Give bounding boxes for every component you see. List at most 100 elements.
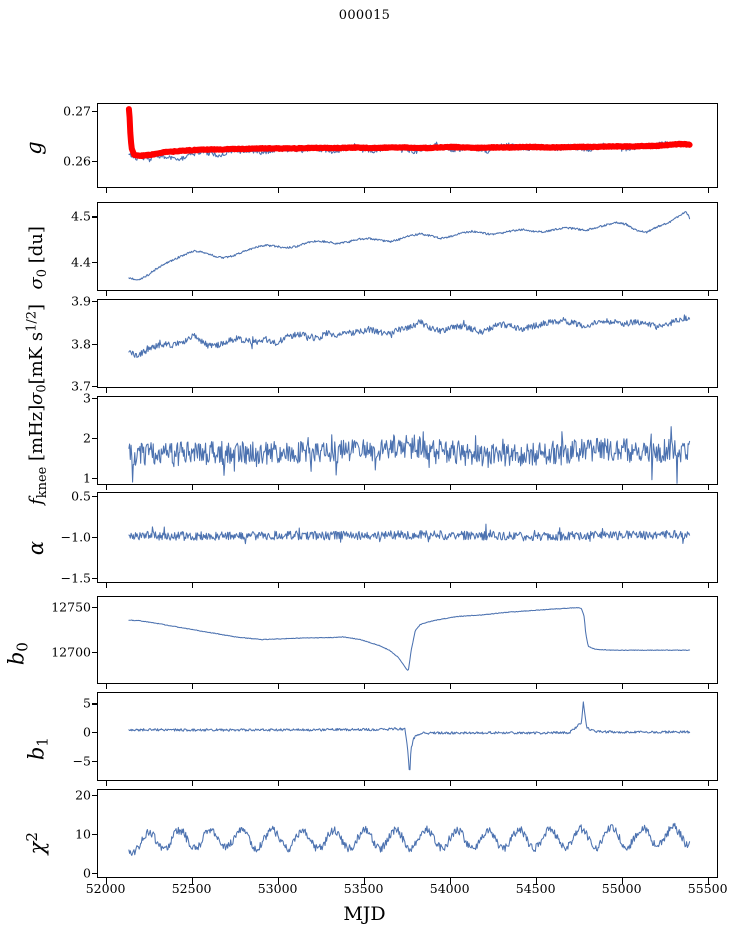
y-tick-mark [92,834,97,836]
y-tick-label: 3.7 [71,378,91,394]
x-tick-mark [105,878,107,884]
x-tick-mark [449,388,451,393]
y-tick-mark [92,343,97,345]
y-tick-label: 1 [83,470,91,486]
x-tick-mark [277,781,279,786]
x-tick-mark [621,291,623,296]
y-ticks-sigma0_mk: 3.9 3.8 3.7 [0,294,97,393]
x-tick-label: 55500 [687,881,728,896]
x-tick-mark [535,781,537,786]
x-tick-mark [191,684,193,689]
y-tick-label: 0 [83,724,91,740]
x-tick-mark [621,188,623,193]
x-tick-label: 52500 [171,881,212,896]
x-tick-mark [277,388,279,393]
plot-title: 000015 [338,8,391,23]
x-tick-mark [707,291,709,296]
panel-fknee [97,396,718,485]
panel-sigma0_mk [97,299,718,388]
x-tick-mark [449,485,451,490]
x-tick-mark [535,583,537,588]
x-tick-mark [621,684,623,689]
series-chi2 [129,823,690,855]
panel-gain [97,103,718,188]
y-tick-label: −1.5 [60,570,91,586]
x-tick-mark [449,583,451,588]
series-f_knee [129,427,690,484]
x-tick-mark [105,583,107,588]
series-sigma0 [129,212,690,280]
y-tick-label: 3.9 [71,293,91,309]
x-tick-mark [191,388,193,393]
y-tick-mark [92,437,97,439]
series-alpha [129,524,690,543]
y-tick-mark [92,760,97,762]
x-tick-mark [707,485,709,490]
y-tick-label: 20 [75,787,91,803]
x-tick-mark [707,684,709,689]
x-tick-mark [363,781,365,786]
panel-chi2 [97,789,718,878]
x-tick-mark [191,878,193,884]
y-tick-mark [92,110,97,112]
y-tick-label: 4.4 [71,254,91,270]
y-tick-mark [92,496,97,498]
x-tick-mark [191,583,193,588]
y-tick-label: 0.26 [63,153,91,168]
panel-sigma0 [97,202,718,291]
y-tick-label: −1.0 [60,529,91,545]
x-tick-mark [449,684,451,689]
y-tick-mark [92,873,97,875]
y-ticks-sigma0: 4.5 4.4 [0,202,97,291]
x-tick-mark [363,485,365,490]
x-tick-mark [535,388,537,393]
y-tick-label: −5 [72,753,91,769]
x-tick-mark [277,583,279,588]
x-tick-mark [105,291,107,296]
panel-b1 [97,692,718,781]
y-tick-label: 4.5 [71,208,91,224]
y-ticks-fknee: 3 2 1 [0,390,97,486]
x-tick-mark [277,684,279,689]
x-tick-mark [621,878,623,884]
x-tick-mark [621,583,623,588]
series-b1 [129,702,690,770]
y-tick-label: 12700 [51,644,91,660]
x-tick-mark [707,388,709,393]
y-tick-label: 5 [83,695,91,711]
y-tick-mark [92,397,97,400]
x-tick-mark [535,485,537,490]
x-tick-label: 54500 [515,881,556,896]
series-sigma0_mK [129,315,690,358]
x-tick-mark [621,781,623,786]
series-b0 [129,608,690,671]
y-tick-mark [92,160,97,162]
y-tick-label: 3.8 [71,336,91,351]
x-tick-mark [363,388,365,393]
y-tick-mark [92,732,97,734]
series-g_smooth [129,109,690,156]
x-tick-mark [191,291,193,296]
panel-alpha [97,492,718,583]
x-tick-mark [277,188,279,193]
x-tick-mark [191,485,193,490]
y-tick-mark [92,261,97,263]
x-tick-label: 53000 [257,881,298,896]
y-tick-mark [92,385,97,387]
x-tick-mark [363,188,365,193]
y-ticks-gain: 0.27 0.26 [0,103,97,188]
y-tick-mark [92,578,97,580]
y-ticks-alpha: 0.5 −1.0 −1.5 [0,489,97,586]
x-tick-mark [105,684,107,689]
x-tick-label: 53500 [343,881,384,896]
x-tick-label: 55000 [601,881,642,896]
y-tick-label: 3 [83,390,91,406]
x-tick-mark [191,188,193,193]
x-tick-mark [277,291,279,296]
x-tick-mark [105,388,107,393]
x-tick-mark [363,583,365,588]
x-tick-mark [707,583,709,588]
x-tick-mark [621,485,623,490]
x-tick-mark [105,188,107,193]
x-tick-mark [707,878,709,884]
